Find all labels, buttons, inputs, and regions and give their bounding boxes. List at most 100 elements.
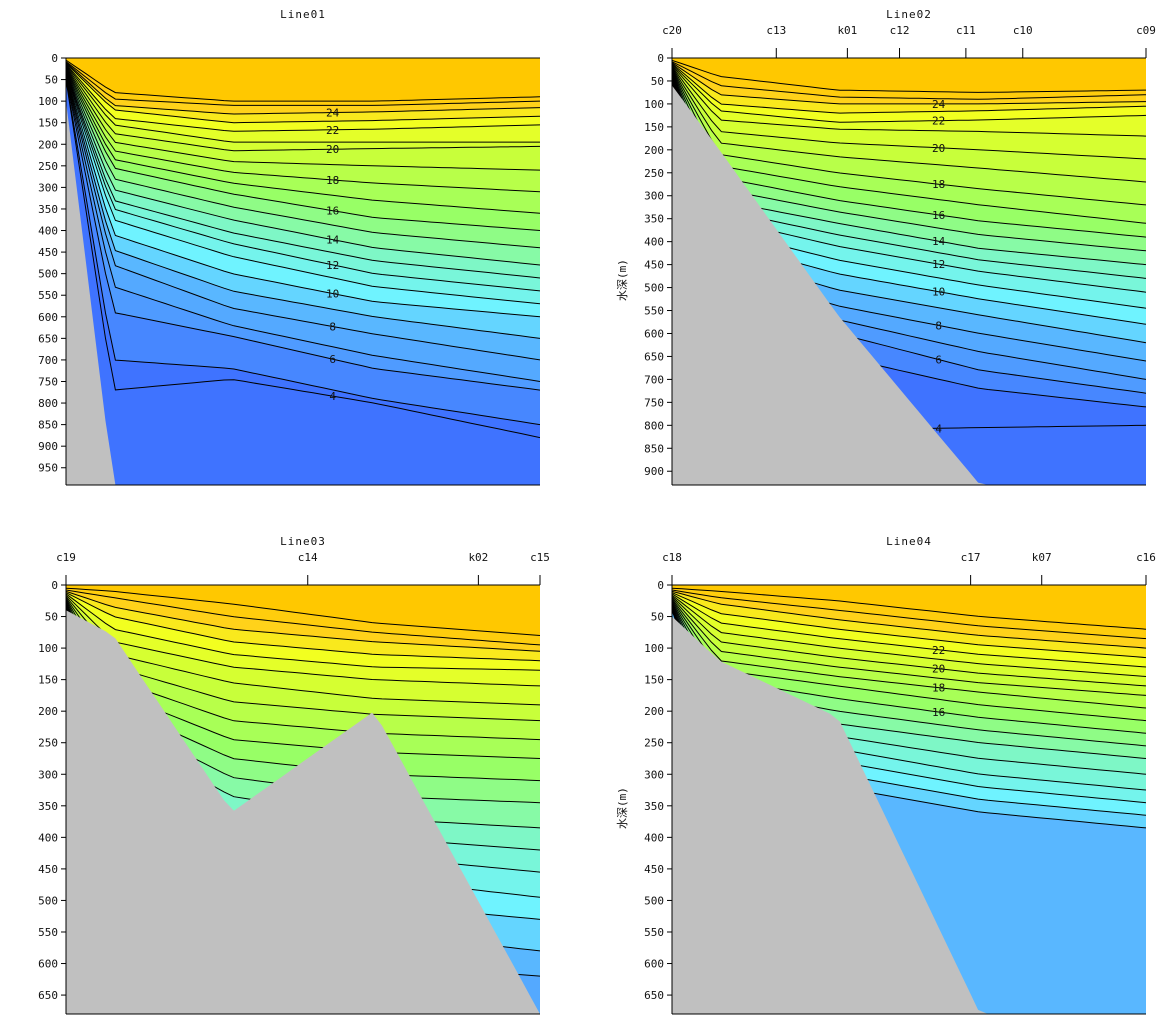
depth-tick-label: 250 xyxy=(644,737,664,750)
depth-tick-label: 150 xyxy=(644,674,664,687)
depth-tick-label: 550 xyxy=(644,926,664,939)
depth-tick-label: 0 xyxy=(51,52,58,65)
depth-tick-label: 550 xyxy=(38,289,58,302)
isotherm-line-25 xyxy=(66,589,540,646)
section-plot-area: 24 22 20 18 16 14 12 10 8 6 4 xyxy=(672,58,1146,485)
isotherm-line-19 xyxy=(672,597,1146,696)
depth-tick-label: 350 xyxy=(644,213,664,226)
isotherm-label-20: 20 xyxy=(932,142,945,155)
station-label-c20: c20 xyxy=(662,24,682,37)
isotherm-line-24 xyxy=(66,590,540,652)
isotherm-label-4: 4 xyxy=(935,422,942,435)
depth-tick-label: 600 xyxy=(38,958,58,971)
depth-tick-label: 500 xyxy=(38,268,58,281)
isotherm-line-20 xyxy=(66,65,540,152)
isotherm-label-8: 8 xyxy=(935,319,942,332)
depth-tick-label: 200 xyxy=(38,705,58,718)
section-panel-1: 24 22 20 18 16 14 12 10 8 6 4 0 50 100 150 200 250 300 350… xyxy=(38,8,540,486)
station-label-c19: c19 xyxy=(56,551,76,564)
depth-tick-label: 100 xyxy=(38,95,58,108)
depth-tick-label: 100 xyxy=(38,642,58,655)
depth-tick-label: 800 xyxy=(38,397,58,410)
depth-tick-label: 500 xyxy=(38,894,58,907)
isotherm-line-20 xyxy=(672,66,1146,160)
depth-axis-title: 水深(m) xyxy=(616,787,629,829)
station-label-k01: k01 xyxy=(837,24,857,37)
isotherm-line-13 xyxy=(66,71,540,279)
depth-tick-label: 550 xyxy=(644,305,664,318)
depth-tick-label: 150 xyxy=(38,117,58,130)
section-title: Line01 xyxy=(280,8,326,21)
isotherm-line-22 xyxy=(66,63,540,132)
isotherm-line-5 xyxy=(66,78,540,426)
isotherm-line-26 xyxy=(66,59,540,102)
isotherm-label-6: 6 xyxy=(329,353,336,366)
isotherm-label-16: 16 xyxy=(932,209,945,222)
depth-tick-label: 900 xyxy=(644,465,664,478)
station-label-c12: c12 xyxy=(890,24,910,37)
isotherm-label-12: 12 xyxy=(326,259,339,272)
depth-tick-label: 200 xyxy=(38,138,58,151)
isotherm-label-12: 12 xyxy=(932,258,945,271)
isotherm-line-25 xyxy=(672,61,1146,100)
isotherm-label-22: 22 xyxy=(326,124,339,137)
depth-tick-label: 150 xyxy=(644,121,664,134)
depth-tick-label: 400 xyxy=(644,831,664,844)
depth-tick-label: 950 xyxy=(38,462,58,475)
isotherm-line-7 xyxy=(66,76,540,382)
isotherm-line-21 xyxy=(66,64,540,143)
isotherm-line-23 xyxy=(66,62,540,124)
depth-tick-label: 650 xyxy=(38,332,58,345)
isotherm-label-8: 8 xyxy=(329,320,336,333)
section-title: Line03 xyxy=(280,535,326,548)
depth-tick-label: 100 xyxy=(644,642,664,655)
station-label-k07: k07 xyxy=(1032,551,1052,564)
depth-tick-label: 600 xyxy=(38,311,58,324)
isotherm-line-10 xyxy=(66,74,540,318)
isotherm-line-23 xyxy=(672,63,1146,114)
isotherm-line-22 xyxy=(672,593,1146,668)
isotherm-line-25 xyxy=(66,61,540,106)
isotherm-line-17 xyxy=(672,68,1146,224)
depth-tick-label: 900 xyxy=(38,440,58,453)
isotherm-label-6: 6 xyxy=(935,354,942,367)
isotherm-label-18: 18 xyxy=(326,174,339,187)
isotherm-line-26 xyxy=(672,59,1146,93)
depth-tick-label: 350 xyxy=(38,203,58,216)
isotherm-line-15 xyxy=(66,69,540,249)
isotherm-line-16 xyxy=(672,69,1146,238)
isotherm-line-18 xyxy=(66,67,540,193)
isotherm-label-22: 22 xyxy=(932,644,945,657)
depth-tick-label: 450 xyxy=(644,259,664,272)
station-label-c11: c11 xyxy=(956,24,976,37)
depth-tick-label: 250 xyxy=(38,160,58,173)
depth-tick-label: 400 xyxy=(38,225,58,238)
section-panel-2: 24 22 20 18 16 14 12 10 8 6 4 0 50 100 150 200 250 300 350… xyxy=(616,8,1156,486)
isotherm-line-19 xyxy=(66,66,540,171)
isotherm-line-23 xyxy=(672,592,1146,659)
seafloor-terrain xyxy=(672,85,1146,485)
isotherm-line-9 xyxy=(66,75,540,339)
seafloor-terrain xyxy=(66,610,540,1014)
isotherm-line-18 xyxy=(672,67,1146,206)
isotherm-label-18: 18 xyxy=(932,178,945,191)
depth-tick-label: 700 xyxy=(644,373,664,386)
isotherm-line-22 xyxy=(66,593,540,671)
depth-tick-label: 0 xyxy=(657,52,664,65)
isotherm-label-24: 24 xyxy=(326,107,340,120)
isotherm-line-17 xyxy=(66,68,540,214)
isotherm-label-20: 20 xyxy=(932,663,945,676)
section-title: Line04 xyxy=(886,535,932,548)
depth-tick-label: 600 xyxy=(644,958,664,971)
depth-tick-label: 50 xyxy=(651,75,664,88)
isotherm-label-22: 22 xyxy=(932,115,945,128)
depth-tick-label: 400 xyxy=(38,831,58,844)
isotherm-label-10: 10 xyxy=(326,288,339,301)
depth-tick-label: 0 xyxy=(657,579,664,592)
isotherm-line-21 xyxy=(66,594,540,687)
depth-tick-label: 750 xyxy=(644,396,664,409)
isotherm-line-24 xyxy=(66,61,540,115)
depth-tick-label: 250 xyxy=(644,167,664,180)
depth-tick-label: 300 xyxy=(38,181,58,194)
isotherm-label-14: 14 xyxy=(932,235,946,248)
